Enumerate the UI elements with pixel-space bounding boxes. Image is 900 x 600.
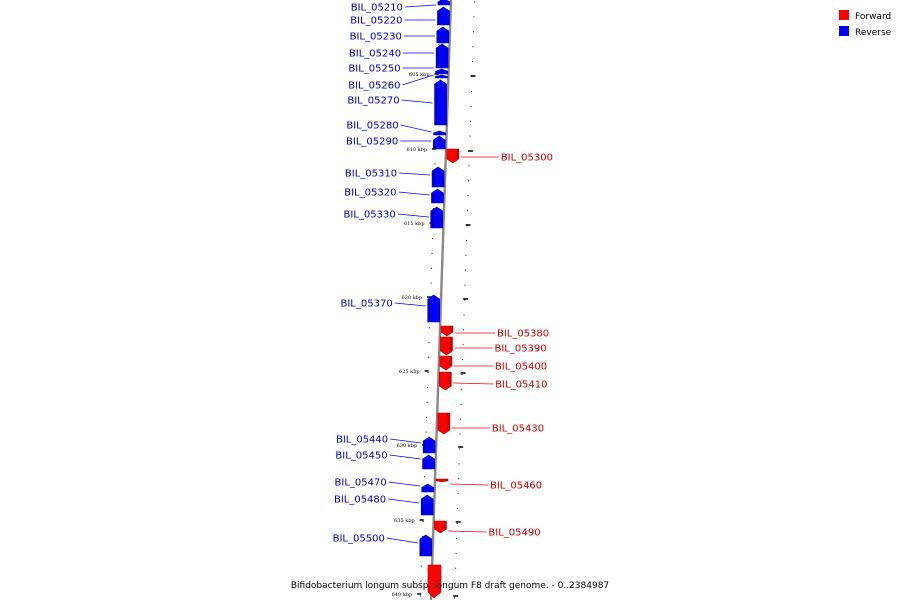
tick-label: 610 kbp — [406, 147, 427, 153]
gene-shade-bil_05410 — [448, 372, 452, 386]
leader-line-bil_05260 — [402, 74, 434, 86]
gene-feature-partial[interactable] — [427, 564, 442, 599]
gene-shade-bil_05310 — [432, 171, 436, 187]
legend: Forward Reverse — [839, 10, 892, 38]
gene-label-bil_05220[interactable]: BIL_05220 — [350, 16, 402, 27]
gene-labels: BIL_05210 BIL_05220 BIL_05230 BIL_05240 BIL_… — [333, 3, 553, 545]
gene-label-bil_05500[interactable]: BIL_05500 — [333, 534, 385, 545]
leader-line-bil_05320 — [398, 191, 430, 196]
leader-line-bil_05370 — [394, 302, 426, 307]
leader-line-bil_05310 — [399, 172, 431, 176]
gene-shade-bil_05480 — [421, 499, 425, 515]
gene-shade-bil_05330 — [430, 211, 434, 228]
map-caption: Bifidobacterium longum subsp. longum F8 … — [291, 581, 609, 591]
gene-shade-bil_05240 — [436, 48, 440, 68]
gene-label-bil_05210[interactable]: BIL_05210 — [351, 3, 403, 14]
gene-label-bil_05230[interactable]: BIL_05230 — [350, 32, 402, 43]
leader-line-bil_05480 — [388, 498, 420, 504]
gene-shade-bil_05320 — [431, 193, 435, 203]
gene-shade-bil_05270 — [434, 84, 438, 125]
gene-shade-bil_05490 — [443, 521, 447, 529]
legend-swatch-forward — [839, 10, 849, 20]
gene-label-bil_05460[interactable]: BIL_05460 — [490, 481, 542, 492]
leader-line-bil_05280 — [400, 124, 432, 133]
gene-label-bil_05240[interactable]: BIL_05240 — [349, 49, 401, 60]
gene-label-bil_05380[interactable]: BIL_05380 — [497, 329, 549, 340]
gene-label-bil_05430[interactable]: BIL_05430 — [492, 424, 544, 435]
leader-line-bil_05440 — [390, 438, 422, 444]
gene-label-bil_05480[interactable]: BIL_05480 — [334, 495, 386, 506]
gene-label-bil_05260[interactable]: BIL_05260 — [348, 81, 400, 92]
legend-label-forward: Forward — [855, 12, 891, 22]
gene-shade-bil_05210 — [437, 1, 441, 5]
gene-shade-bil_05430 — [446, 413, 450, 430]
label-leader-lines — [386, 4, 499, 544]
major-tick-marks: 605 kbp 610 kbp 615 kbp 620 kbp 625 kbp 630 k… — [392, 72, 476, 598]
leader-line-bil_05450 — [389, 454, 421, 460]
tick-label: 605 kbp — [409, 72, 430, 78]
gene-label-bil_05440[interactable]: BIL_05440 — [336, 435, 388, 446]
gene-shade-bil_05380 — [449, 326, 453, 332]
leader-line-bil_05460 — [449, 483, 488, 486]
gene-shade-bil_05290 — [433, 140, 437, 149]
tick-label: 630 kbp — [397, 443, 418, 449]
gene-label-bil_05300[interactable]: BIL_05300 — [501, 153, 553, 164]
gene-shade-bil_05260 — [435, 76, 439, 78]
gene-shade-bil_05280 — [433, 132, 437, 135]
tick-label: 615 kbp — [404, 221, 425, 227]
gene-shade-bil_05220 — [437, 11, 441, 25]
gene-label-bil_05470[interactable]: BIL_05470 — [335, 478, 387, 489]
gene-label-bil_05490[interactable]: BIL_05490 — [488, 528, 540, 539]
gene-shade-bil_05440 — [423, 441, 427, 453]
gene-label-bil_05450[interactable]: BIL_05450 — [335, 451, 387, 462]
tick-label: 625 kbp — [399, 369, 420, 375]
gene-label-bil_05400[interactable]: BIL_05400 — [495, 362, 547, 373]
gene-shade-bil_05230 — [436, 31, 440, 43]
tick-label: 640 kbp — [392, 592, 413, 598]
gene-label-bil_05410[interactable]: BIL_05410 — [495, 380, 547, 391]
gene-shade-bil_05250 — [435, 71, 439, 74]
legend-swatch-reverse — [839, 26, 849, 36]
tick-label: 635 kbp — [394, 518, 415, 524]
legend-label-reverse: Reverse — [855, 28, 892, 38]
gene-label-bil_05290[interactable]: BIL_05290 — [346, 137, 398, 148]
chromosome-backbone — [429, 0, 453, 600]
leader-line-bil_05270 — [401, 99, 433, 104]
gene-shade-bil_05400 — [448, 356, 452, 366]
gene-label-bil_05250[interactable]: BIL_05250 — [348, 64, 400, 75]
leader-line-bil_05500 — [386, 537, 418, 544]
leader-line-bil_05490 — [448, 530, 487, 533]
leader-line-bil_05410 — [453, 382, 494, 385]
gene-shade-bil_05470 — [421, 487, 425, 492]
gene-label-bil_05390[interactable]: BIL_05390 — [494, 344, 546, 355]
gene-label-bil_05330[interactable]: BIL_05330 — [344, 210, 396, 221]
gene-label-bil_05270[interactable]: BIL_05270 — [347, 96, 399, 107]
gene-label-bil_05280[interactable]: BIL_05280 — [346, 121, 398, 132]
gene-features — [419, 0, 460, 599]
gene-shade-bil_05500 — [419, 539, 423, 556]
gene-label-bil_05370[interactable]: BIL_05370 — [341, 299, 393, 310]
gene-shade-bil_05300 — [455, 149, 459, 159]
leader-line-bil_05330 — [397, 213, 429, 218]
gene-label-bil_05310[interactable]: BIL_05310 — [345, 169, 397, 180]
gene-shade-bil_05450 — [422, 459, 426, 469]
gene-shade-bil_05390 — [449, 337, 453, 351]
leader-line-bil_05210 — [404, 4, 436, 8]
leader-line-bil_05470 — [388, 481, 420, 487]
gene-label-bil_05320[interactable]: BIL_05320 — [344, 188, 396, 199]
tick-label: 620 kbp — [402, 295, 423, 301]
gene-shade-bil_05460 — [444, 479, 448, 481]
gene-shade-bil_05370 — [427, 299, 431, 322]
